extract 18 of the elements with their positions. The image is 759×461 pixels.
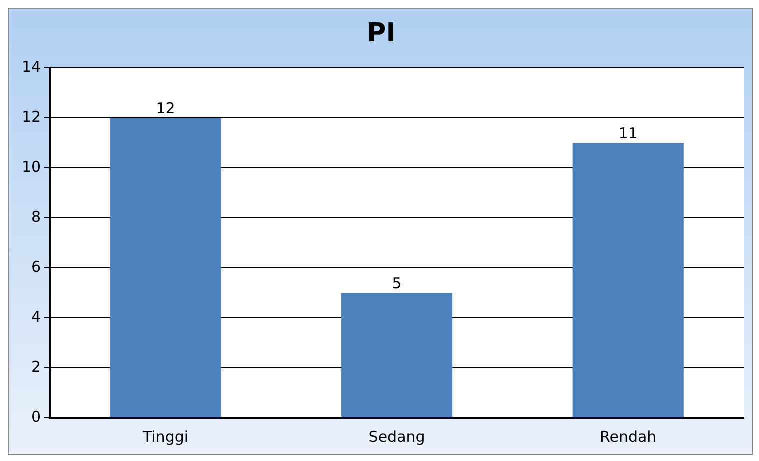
y-tick-label: 4 bbox=[32, 308, 42, 326]
chart-title: PI bbox=[367, 18, 396, 48]
x-tick-label: Sedang bbox=[368, 428, 426, 446]
bar bbox=[110, 118, 222, 418]
data-label: 5 bbox=[392, 274, 402, 292]
data-label: 12 bbox=[156, 100, 176, 118]
y-tick-label: 10 bbox=[22, 158, 42, 176]
y-tick-label: 12 bbox=[22, 108, 42, 126]
bar bbox=[342, 293, 453, 418]
y-tick-label: 2 bbox=[32, 358, 42, 376]
y-tick-label: 14 bbox=[22, 58, 42, 76]
y-tick-label: 0 bbox=[32, 408, 42, 426]
y-tick-label: 8 bbox=[32, 208, 42, 226]
bar bbox=[572, 143, 684, 418]
y-tick-label: 6 bbox=[32, 258, 42, 276]
x-tick-label: Rendah bbox=[600, 428, 657, 446]
x-tick-label: Tinggi bbox=[142, 428, 189, 446]
data-label: 11 bbox=[618, 124, 638, 143]
